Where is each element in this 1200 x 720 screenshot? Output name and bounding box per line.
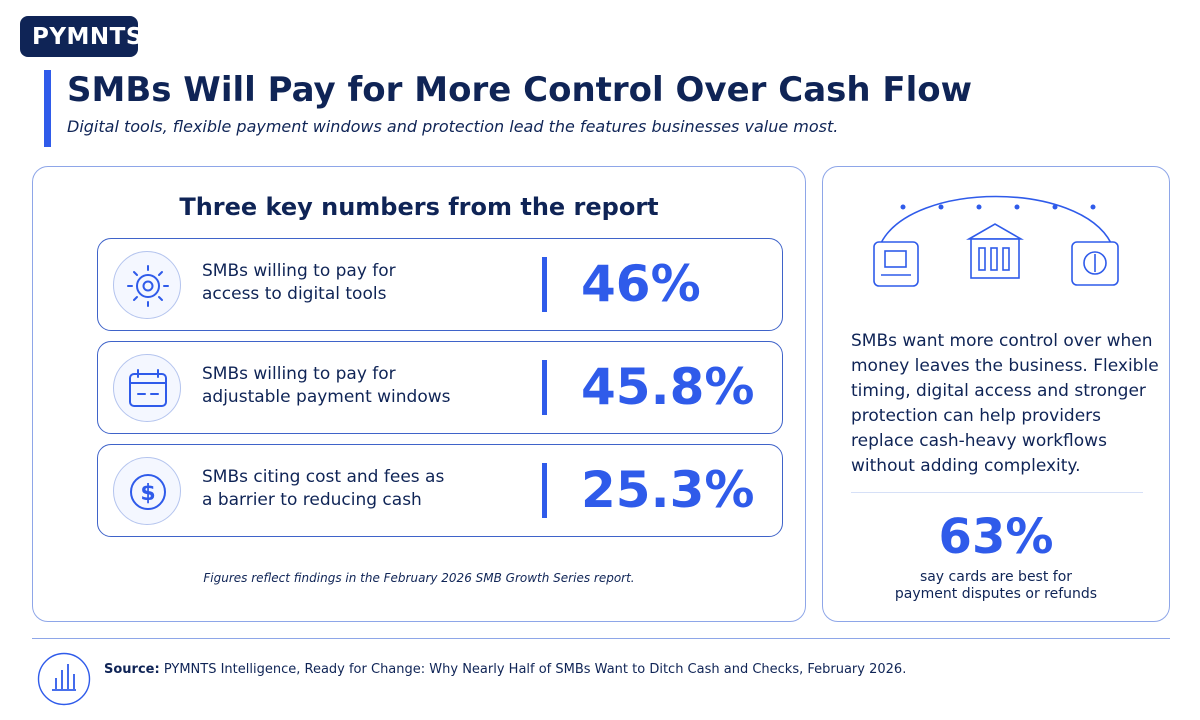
stat-label: SMBs willing to pay for access to digita…: [202, 260, 502, 306]
page-title: SMBs Will Pay for More Control Over Cash…: [67, 70, 973, 110]
title-accent-bar: [44, 70, 51, 147]
dollar-icon: $: [113, 457, 181, 525]
source-label: Source:: [104, 662, 160, 677]
stat-label-line: a barrier to reducing cash: [202, 490, 422, 510]
stat-value: 45.8%: [581, 358, 755, 416]
insight-text: SMBs want more control over when money l…: [851, 331, 1159, 476]
bank-icon: [966, 223, 1024, 279]
cards-stat-caption: say cards are best for payment disputes …: [823, 569, 1169, 603]
page-subtitle: Digital tools, flexible payment windows …: [67, 117, 839, 136]
caption-line: payment disputes or refunds: [894, 586, 1098, 602]
stat-divider: [542, 257, 547, 312]
key-numbers-heading: Three key numbers from the report: [179, 193, 659, 221]
stat-card-cost-fees: $ SMBs citing cost and fees as a barrier…: [97, 444, 783, 537]
stat-label-line: adjustable payment windows: [202, 387, 451, 407]
gear-icon: [113, 251, 181, 319]
insight-divider: [851, 492, 1143, 493]
cards-stat-value: 63%: [938, 509, 1054, 565]
pymnts-logo: PYMNTS: [20, 16, 138, 57]
bar-chart-icon: [37, 652, 91, 706]
stat-label: SMBs willing to pay for adjustable payme…: [202, 363, 502, 409]
caption-line: say cards are best for: [919, 569, 1073, 585]
laptop-icon: [873, 241, 919, 287]
footer-divider: [32, 638, 1170, 639]
key-numbers-panel: Three key numbers from the report: [32, 166, 806, 622]
stat-card-digital-tools: SMBs willing to pay for access to digita…: [97, 238, 783, 331]
svg-text:$: $: [140, 481, 155, 506]
stat-divider: [542, 360, 547, 415]
stat-value: 46%: [581, 255, 701, 313]
stat-divider: [542, 463, 547, 518]
stat-value: 25.3%: [581, 461, 755, 519]
stat-label-line: SMBs willing to pay for: [202, 261, 396, 281]
stat-card-payment-windows: SMBs willing to pay for adjustable payme…: [97, 341, 783, 434]
payment-flow-illustration: [873, 195, 1119, 287]
source-text: PYMNTS Intelligence, Ready for Change: W…: [163, 662, 907, 677]
insight-panel: SMBs want more control over when money l…: [822, 166, 1170, 622]
stat-label: SMBs citing cost and fees as a barrier t…: [202, 466, 502, 512]
calendar-icon: [113, 354, 181, 422]
stat-label-line: access to digital tools: [202, 284, 387, 304]
source-citation: Source: PYMNTS Intelligence, Ready for C…: [104, 662, 906, 677]
stat-label-line: SMBs willing to pay for: [202, 364, 396, 384]
card-icon: [1071, 241, 1119, 286]
logo-text: PYMNTS: [32, 24, 138, 50]
footnote: Figures reflect findings in the February…: [203, 571, 635, 585]
stat-label-line: SMBs citing cost and fees as: [202, 467, 445, 487]
